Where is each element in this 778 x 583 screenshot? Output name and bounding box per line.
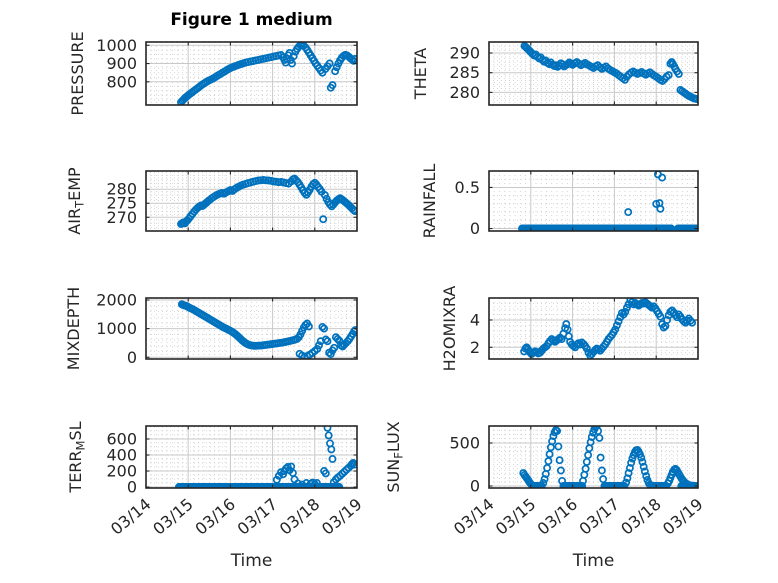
subplot-sun-flux: 0 500 SUNFLUX 03/1403/1503/1603/1703/1803/1… <box>384 421 707 538</box>
subplot-mixdepth: 0 1000 2000 MIXDEPTH <box>64 287 358 370</box>
xtick-label-terr-msl: 03/17 <box>234 495 282 539</box>
scatter-series-rainfall <box>518 171 698 231</box>
ticks-h2omixra <box>488 298 699 359</box>
ticks-theta <box>488 42 699 105</box>
subplot-terr-msl: 0200400600TERRMSL03/1403/1503/1603/1703/… <box>66 421 366 538</box>
ytick-label-sun-flux: 0 <box>470 477 480 496</box>
ticks-terr-msl <box>145 426 358 488</box>
ytick-label-theta: 280 <box>449 83 480 102</box>
scatter-series-pressure <box>177 42 357 105</box>
scatter-series-terr-msl <box>174 426 357 488</box>
xtick-label-terr-msl: 03/19 <box>318 495 366 539</box>
ytick-label-h2omixra: 4 <box>470 310 480 329</box>
ytick-label-rainfall: 0.5 <box>455 178 480 197</box>
xtick-label-sun-flux: 03/14 <box>450 495 498 539</box>
x-axis-label-left: Time <box>230 551 273 571</box>
ylabel-pressure: PRESSURE <box>68 31 87 115</box>
xtick-label-sun-flux: 03/17 <box>575 495 623 539</box>
ytick-label-air-temp: 270 <box>106 208 137 227</box>
ytick-label-sun-flux: 500 <box>449 434 480 453</box>
ticks-sun-flux <box>488 426 699 488</box>
scatter-series-theta <box>520 42 698 104</box>
ticks-mixdepth <box>145 298 358 359</box>
xtick-label-terr-msl: 03/14 <box>107 495 155 539</box>
ylabel-mixdepth: MIXDEPTH <box>64 287 83 370</box>
scatter-series-air-temp <box>177 174 357 228</box>
ytick-label-h2omixra: 2 <box>470 338 480 357</box>
grid-pressure <box>146 42 357 106</box>
scatter-series-mixdepth <box>177 300 357 359</box>
scatter-series-h2omixra <box>520 298 697 359</box>
ylabel-sun-flux: SUNFLUX <box>384 421 406 492</box>
x-axis-label-right: Time <box>572 551 615 571</box>
ytick-label-air-temp: 275 <box>106 194 137 213</box>
ytick-label-pressure: 1000 <box>96 36 137 55</box>
ytick-label-pressure: 800 <box>106 72 137 91</box>
ylabel-air-temp: AIRTEMP <box>65 167 87 235</box>
ticks-rainfall <box>488 171 699 231</box>
ytick-label-terr-msl: 200 <box>106 462 137 481</box>
ylabel-rainfall: RAINFALL <box>420 164 439 239</box>
xtick-label-sun-flux: 03/15 <box>492 495 540 539</box>
ytick-label-terr-msl: 600 <box>106 429 137 448</box>
ytick-label-terr-msl: 400 <box>106 445 137 464</box>
ytick-label-pressure: 900 <box>106 54 137 73</box>
ytick-label-mixdepth: 2000 <box>96 291 137 310</box>
xtick-label-terr-msl: 03/18 <box>276 495 324 539</box>
xtick-label-terr-msl: 03/16 <box>191 495 239 539</box>
xtick-label-sun-flux: 03/16 <box>534 495 582 539</box>
ticks-pressure <box>145 42 358 105</box>
ytick-label-mixdepth: 0 <box>127 348 137 367</box>
ytick-label-theta: 285 <box>449 63 480 82</box>
ytick-label-terr-msl: 0 <box>127 478 137 497</box>
ytick-label-theta: 290 <box>449 44 480 63</box>
grid-rainfall <box>489 171 698 231</box>
ytick-label-mixdepth: 1000 <box>96 319 137 338</box>
ylabel-h2omixra: H2OMIXRA <box>440 286 459 372</box>
xtick-label-sun-flux: 03/19 <box>659 495 707 539</box>
ytick-label-rainfall: 0 <box>470 219 480 238</box>
xtick-label-terr-msl: 03/15 <box>149 495 197 539</box>
subplot-h2omixra: 2 4 H2OMIXRA <box>440 286 699 372</box>
ytick-label-air-temp: 280 <box>106 180 137 199</box>
ylabel-theta: THETA <box>411 48 430 100</box>
subplot-rainfall: 0 0.5 RAINFALL <box>420 164 699 239</box>
figure-title: Figure 1 medium <box>170 10 333 30</box>
ticks-air-temp <box>145 171 358 231</box>
ylabel-terr-msl: TERRMSL <box>66 421 88 493</box>
xtick-label-sun-flux: 03/18 <box>617 495 665 539</box>
